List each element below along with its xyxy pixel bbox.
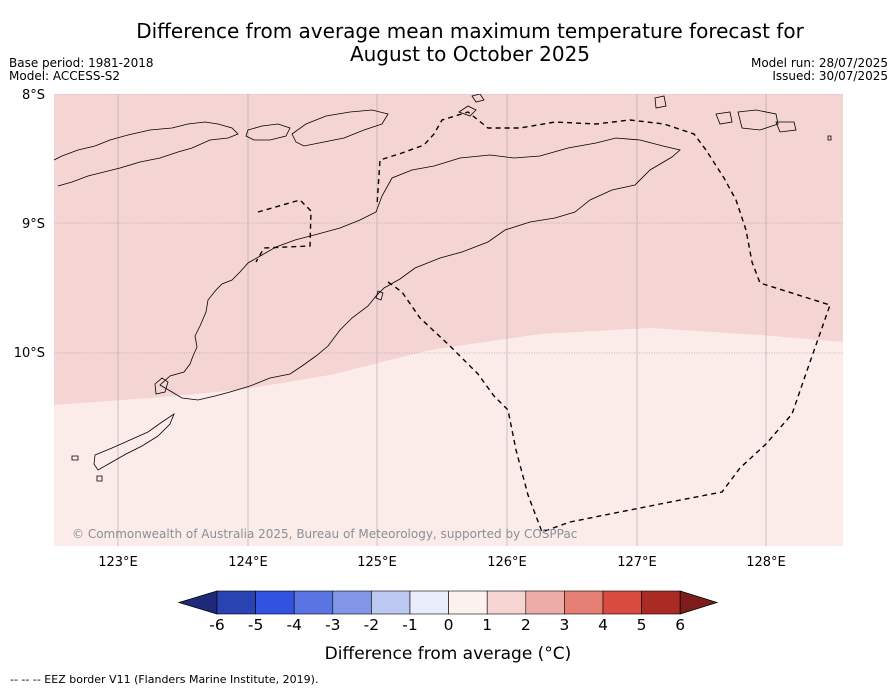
meridians (117, 94, 767, 546)
lakor-island (737, 109, 779, 131)
base-period: Base period: 1981-2018 (9, 56, 154, 70)
map-panel: © Commonwealth of Australia 2025, Bureau… (54, 94, 843, 546)
lon-label-123e: 123°E (98, 555, 138, 570)
alor-island (245, 123, 291, 141)
title-line-2: August to October 2025 (349, 42, 591, 66)
model-run: Model run: 28/07/2025 (750, 56, 888, 70)
colorbar-tick-label: -1 (402, 616, 417, 634)
moa-island (715, 111, 733, 125)
eez-border-timor-leste (376, 111, 831, 533)
colorbar-tick-label: -3 (325, 616, 340, 634)
eez-footnote: -- -- -- EEZ border V11 (Flanders Marine… (10, 673, 319, 686)
colorbar-segment (448, 590, 488, 615)
colorbar-segment (602, 590, 642, 615)
colorbar-extend-high (679, 590, 719, 615)
colorbar-segment (332, 590, 372, 615)
lon-label-124e: 124°E (228, 555, 268, 570)
meta-left: Base period: 1981-2018 Model: ACCESS-S2 (9, 57, 154, 83)
lon-label-128e: 128°E (746, 555, 786, 570)
colorbar-extend-low (177, 590, 218, 615)
colorbar-segment (486, 590, 527, 615)
colorbar-tick-label: 5 (637, 616, 647, 634)
colorbar-segment (371, 590, 411, 615)
wetar-island (291, 109, 389, 147)
graticule (54, 94, 843, 354)
copyright-notice: © Commonwealth of Australia 2025, Bureau… (72, 527, 577, 541)
colorbar-segment (564, 590, 604, 615)
kisar-island (458, 105, 477, 117)
anomaly-band-1-2 (54, 94, 843, 405)
savu-islands (93, 412, 175, 471)
eez-border-oecusse (255, 199, 312, 263)
title-line-1: Difference from average mean maximum tem… (136, 19, 804, 43)
timor-coast (159, 137, 681, 401)
colorbar-tick-label: 3 (559, 616, 569, 634)
colorbar-tick-label: -4 (286, 616, 301, 634)
colorbar-tick-label: 2 (521, 616, 531, 634)
flores-coast (54, 121, 239, 187)
coastlines (54, 94, 832, 482)
colorbar-label: Difference from average (°C) (325, 644, 572, 664)
lat-label-8s: 8°S (22, 88, 45, 103)
colorbar-segment (255, 590, 295, 615)
colorbar-ticks: -6 -5 -4 -3 -2 -1 0 1 2 3 4 5 6 (209, 616, 685, 634)
atauro-island (375, 290, 384, 301)
eez-border (255, 111, 831, 533)
islet-2 (827, 135, 832, 141)
model-name: Model: ACCESS-S2 (9, 69, 121, 83)
islet-1 (471, 94, 485, 103)
raijua-island (71, 455, 79, 461)
islet-3 (96, 475, 103, 482)
lon-label-127e: 127°E (617, 555, 657, 570)
colorbar-tick-label: 6 (675, 616, 685, 634)
colorbar-segment (641, 590, 681, 615)
colorbar (177, 590, 719, 615)
colorbar-tick-label: 1 (482, 616, 492, 634)
lat-label-9s: 9°S (22, 217, 45, 232)
colorbar-segment (409, 590, 449, 615)
lat-label-10s: 10°S (14, 346, 45, 361)
lon-label-126e: 126°E (487, 555, 527, 570)
map-title: Difference from average mean maximum tem… (100, 20, 840, 66)
leti-island (654, 95, 667, 109)
meta-right: Model run: 28/07/2025 Issued: 30/07/2025 (751, 57, 888, 83)
colorbar-segment (525, 590, 565, 615)
colorbar-segment (293, 590, 334, 615)
colorbar-tick-label: -6 (209, 616, 224, 634)
colorbar-tick-label: 0 (444, 616, 454, 634)
colorbar-tick-label: -2 (364, 616, 379, 634)
sermata-island (775, 121, 797, 133)
issued-date: Issued: 30/07/2025 (772, 69, 888, 83)
rote-island (154, 377, 169, 395)
colorbar-tick-label: 4 (598, 616, 608, 634)
colorbar-tick-label: -5 (248, 616, 263, 634)
colorbar-segment (216, 590, 256, 615)
lon-label-125e: 125°E (357, 555, 397, 570)
